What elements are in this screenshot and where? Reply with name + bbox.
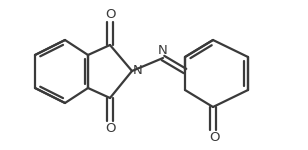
Text: N: N <box>133 64 143 77</box>
Text: O: O <box>105 122 115 135</box>
Text: O: O <box>105 8 115 21</box>
Text: O: O <box>209 131 219 144</box>
Text: N: N <box>158 44 168 57</box>
